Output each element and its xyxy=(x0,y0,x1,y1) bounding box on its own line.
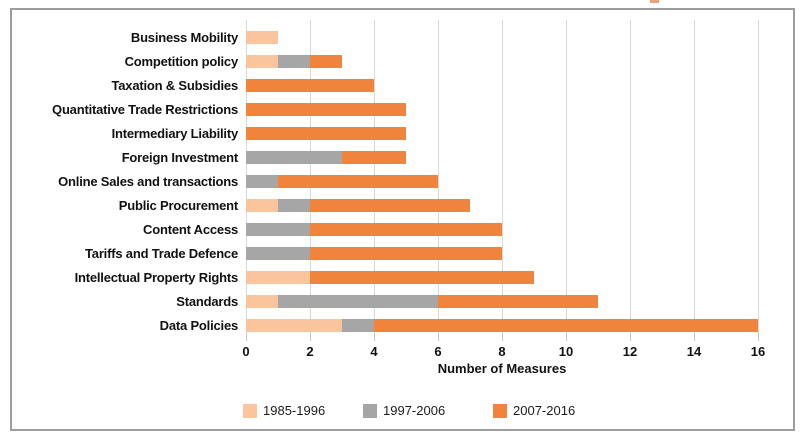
category-label: Standards xyxy=(176,293,238,309)
bar-segment-2007-2016 xyxy=(438,295,598,308)
gridline-x-8 xyxy=(502,20,503,333)
tick-label-x-2: 2 xyxy=(306,344,314,359)
tick-label-x-10: 10 xyxy=(558,344,574,359)
legend-swatch-2007-2016 xyxy=(493,404,507,418)
tick-label-x-4: 4 xyxy=(370,344,378,359)
bar-segment-1997-2006 xyxy=(342,319,374,332)
tick-x-10 xyxy=(566,333,567,341)
category-label: Intermediary Liability xyxy=(111,125,239,141)
bar-segment-1997-2006 xyxy=(278,295,438,308)
bar-segment-1985-1996 xyxy=(246,295,278,308)
tick-label-x-8: 8 xyxy=(498,344,506,359)
legend-label-2007-2016: 2007-2016 xyxy=(513,403,576,418)
tick-label-x-6: 6 xyxy=(434,344,442,359)
gridline-x-14 xyxy=(694,20,695,333)
bar-segment-2007-2016 xyxy=(246,103,406,116)
bar-segment-2007-2016 xyxy=(342,151,406,164)
bar-segment-2007-2016 xyxy=(278,175,438,188)
gridline-x-16 xyxy=(758,20,759,333)
bar-segment-1985-1996 xyxy=(246,319,342,332)
category-label: Content Access xyxy=(143,221,238,237)
bar-segment-2007-2016 xyxy=(246,79,374,92)
bar-segment-2007-2016 xyxy=(310,271,534,284)
tick-x-2 xyxy=(310,333,311,341)
legend-swatch-1997-2006 xyxy=(363,404,377,418)
tick-label-x-0: 0 xyxy=(242,344,250,359)
tick-label-x-16: 16 xyxy=(750,344,766,359)
category-label: Public Procurement xyxy=(118,197,238,213)
tick-x-6 xyxy=(438,333,439,341)
category-label: Business Mobility xyxy=(130,29,238,45)
tick-x-14 xyxy=(694,333,695,341)
tick-x-4 xyxy=(374,333,375,341)
x-axis-title: Number of Measures xyxy=(437,361,567,376)
legend-swatch-1985-1996 xyxy=(243,404,257,418)
bar-segment-2007-2016 xyxy=(374,319,758,332)
bar-segment-2007-2016 xyxy=(310,199,470,212)
bar-segment-2007-2016 xyxy=(310,55,342,68)
tick-label-x-14: 14 xyxy=(686,344,702,359)
category-label: Data Policies xyxy=(159,317,239,333)
tick-label-x-12: 12 xyxy=(622,344,638,359)
bar-segment-1985-1996 xyxy=(246,271,310,284)
bar-segment-1997-2006 xyxy=(278,199,310,212)
category-label: Tariffs and Trade Defence xyxy=(85,245,238,261)
gridline-x-12 xyxy=(630,20,631,333)
tick-x-8 xyxy=(502,333,503,341)
gridline-x-10 xyxy=(566,20,567,333)
bar-segment-1985-1996 xyxy=(246,55,278,68)
category-label: Competition policy xyxy=(124,53,239,69)
bar-segment-1997-2006 xyxy=(278,55,310,68)
tick-x-0 xyxy=(246,333,247,341)
category-label: Online Sales and transactions xyxy=(58,173,238,189)
bar-segment-2007-2016 xyxy=(310,247,502,260)
bar-segment-1997-2006 xyxy=(246,247,310,260)
category-label: Intellectual Property Rights xyxy=(74,269,239,285)
category-label: Taxation & Subsidies xyxy=(111,77,238,93)
cropped-title-artifact xyxy=(650,0,659,3)
bar-segment-2007-2016 xyxy=(246,127,406,140)
bar-segment-1985-1996 xyxy=(246,31,278,44)
category-label: Quantitative Trade Restrictions xyxy=(52,101,238,117)
category-label: Foreign Investment xyxy=(121,149,239,165)
bar-segment-1997-2006 xyxy=(246,175,278,188)
legend-label-1997-2006: 1997-2006 xyxy=(383,403,446,418)
legend-label-1985-1996: 1985-1996 xyxy=(263,403,326,418)
bar-segment-1997-2006 xyxy=(246,151,342,164)
tick-x-16 xyxy=(758,333,759,341)
bar-segment-1985-1996 xyxy=(246,199,278,212)
tick-x-12 xyxy=(630,333,631,341)
gridline-x-6 xyxy=(438,20,439,333)
chart-frame xyxy=(10,8,795,431)
bar-segment-2007-2016 xyxy=(310,223,502,236)
bar-segment-1997-2006 xyxy=(246,223,310,236)
